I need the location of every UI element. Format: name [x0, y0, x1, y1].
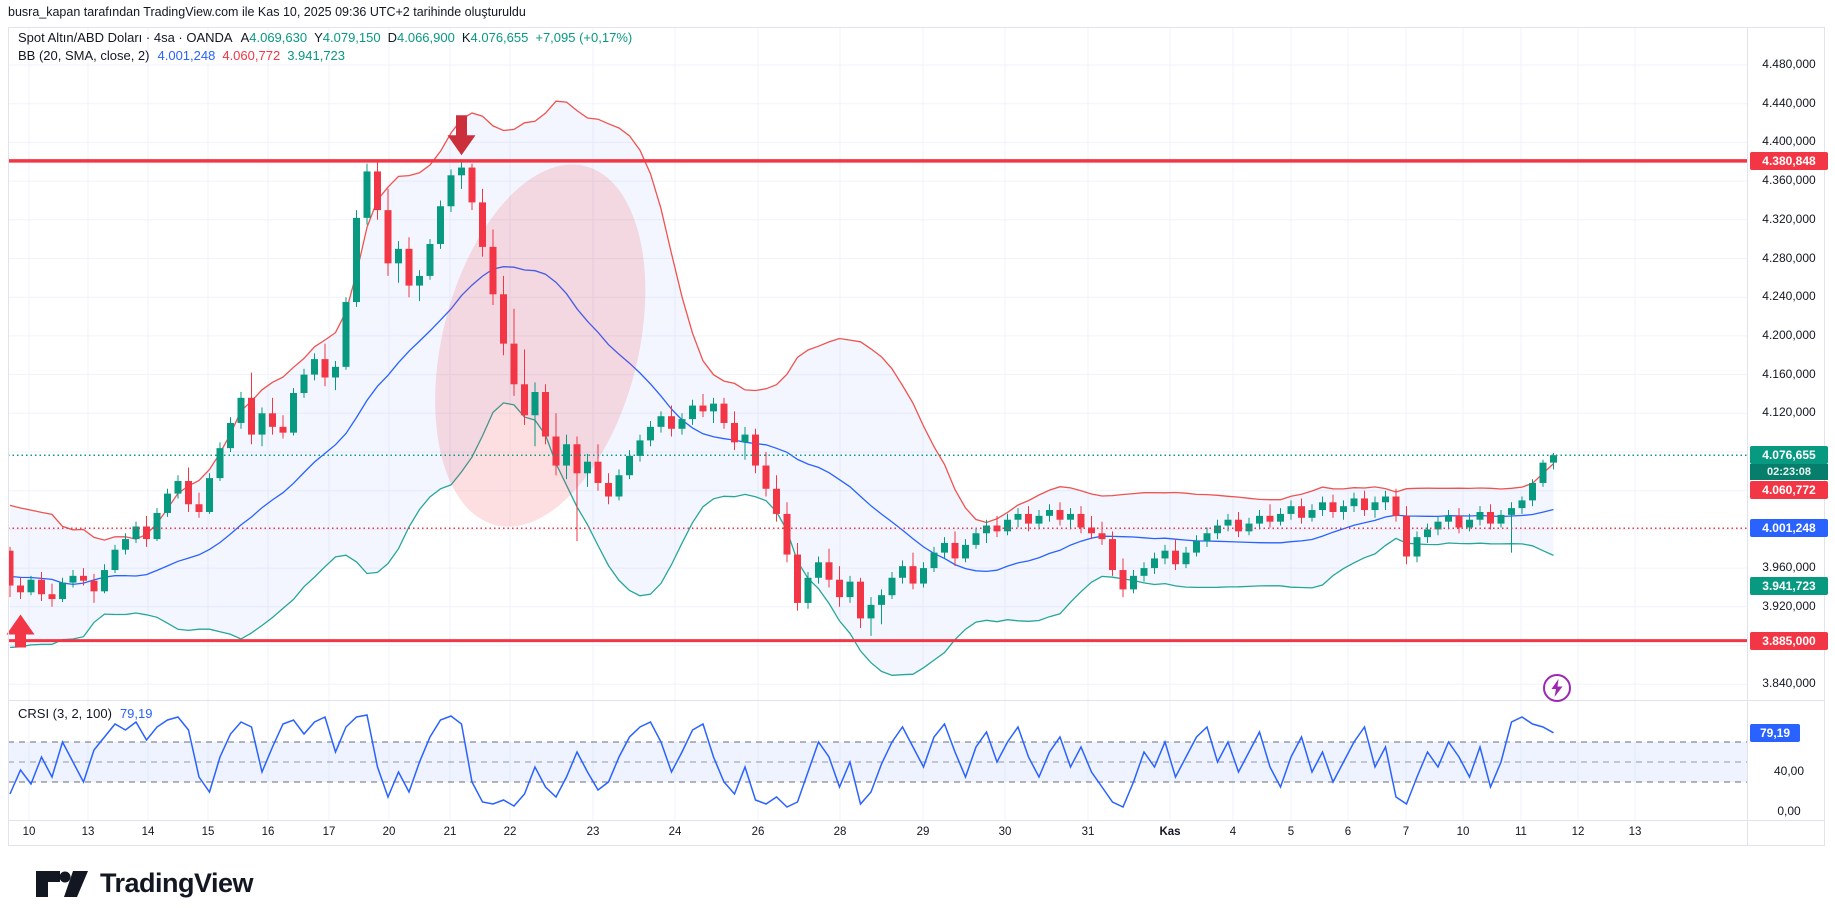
- time-axis-label: 7: [1402, 826, 1410, 838]
- highlight-ellipse: [435, 164, 646, 527]
- time-axis-label: 24: [668, 826, 682, 838]
- crsi-indicator-name: CRSI (3, 2, 100): [18, 706, 112, 721]
- price-badge: 3.941,723: [1750, 576, 1828, 595]
- time-axis-label: 11: [1515, 826, 1527, 838]
- time-axis-label: 17: [322, 826, 336, 838]
- time-axis-label: 16: [261, 826, 275, 838]
- ohlc-values: A4.069,630 Y4.079,150 D4.066,900 K4.076,655: [241, 30, 536, 45]
- ohlc-value: 4.079,150: [322, 30, 381, 45]
- price-axis-label: 3.920,000: [1762, 598, 1816, 613]
- time-axis-label: 31: [1081, 826, 1095, 838]
- time-axis-label: 30: [998, 826, 1012, 838]
- lightning-button[interactable]: [1543, 674, 1571, 702]
- time-axis-label: 20: [382, 826, 396, 838]
- ohlc-value: 4.066,900: [397, 30, 455, 45]
- symbol-title: Spot Altın/ABD Doları · 4sa · OANDA: [18, 30, 233, 45]
- time-axis-label: Kas: [1159, 826, 1181, 838]
- crsi-pane: [8, 714, 1747, 809]
- time-axis-label: 6: [1344, 826, 1352, 838]
- crsi-badge: 79,19: [1750, 723, 1800, 742]
- bar-countdown: 02:23:08: [1750, 464, 1828, 481]
- tradingview-logo-text: TradingView: [100, 868, 254, 898]
- crsi-value: 79,19: [119, 706, 153, 721]
- price-axis-label: 4.200,000: [1762, 327, 1816, 342]
- crsi-legend: CRSI (3, 2, 100) 79,19: [18, 706, 152, 721]
- bb-lower-line: [9, 402, 1554, 676]
- time-axis-label: 13: [1628, 826, 1642, 838]
- time-axis-label: 4: [1229, 826, 1237, 838]
- time-axis-border: [8, 820, 1825, 821]
- crsi-line: [9, 714, 1554, 809]
- bb-basis-value: 4.001,248: [157, 48, 216, 63]
- ohlc-letter: K: [461, 30, 471, 45]
- bb-upper-value: 4.060,772: [222, 48, 281, 63]
- time-axis-label: 26: [751, 826, 765, 838]
- price-axis-label: 4.280,000: [1762, 250, 1816, 265]
- arrow-up-marker: [6, 614, 35, 648]
- ohlc-value: 4.069,630: [249, 30, 308, 45]
- price-axis-label: 4.400,000: [1762, 134, 1816, 149]
- change-value: +7,095 (+0,17%): [535, 30, 633, 45]
- price-axis-label: 4.240,000: [1762, 289, 1816, 304]
- price-axis-label: 4.360,000: [1762, 173, 1816, 188]
- price-axis-label: 4.480,000: [1762, 57, 1816, 71]
- bb-basis-line: [9, 266, 1554, 586]
- bb-indicator-name: BB (20, SMA, close, 2): [18, 48, 150, 63]
- crsi-axis-label: 40,00: [1773, 764, 1805, 778]
- time-axis-label: 29: [916, 826, 930, 838]
- time-axis-label: 5: [1287, 826, 1295, 838]
- price-axis-label: 3.960,000: [1762, 560, 1816, 575]
- symbol-legend: Spot Altın/ABD Doları · 4sa · OANDA A4.06…: [18, 30, 632, 45]
- price-axis-label: 4.440,000: [1762, 95, 1816, 110]
- price-axis-label: 4.120,000: [1762, 405, 1816, 420]
- ohlc-letter: D: [387, 30, 397, 45]
- tradingview-logo-icon: [36, 870, 88, 897]
- time-axis-label: 23: [586, 826, 600, 838]
- time-axis-label: 10: [22, 826, 36, 838]
- time-axis-label: 21: [443, 826, 457, 838]
- price-badge: 4.076,655: [1750, 446, 1828, 465]
- bb-legend: BB (20, SMA, close, 2) 4.001,248 4.060,772…: [18, 48, 345, 63]
- price-axis-label: 3.840,000: [1762, 676, 1816, 691]
- time-axis-label: 28: [833, 826, 847, 838]
- price-axis-label: 4.320,000: [1762, 211, 1816, 226]
- bb-upper-line: [9, 100, 1554, 541]
- bb-lower-value: 3.941,723: [287, 48, 346, 63]
- attribution-text: busra_kapan tarafından TradingView.com i…: [8, 5, 526, 19]
- price-axis-border[interactable]: [1747, 27, 1748, 846]
- pane-divider[interactable]: [8, 700, 1825, 701]
- tradingview-logo[interactable]: TradingView: [34, 868, 254, 899]
- lightning-icon: [1551, 679, 1563, 697]
- candles: [8, 160, 1557, 636]
- ohlc-letter: A: [240, 30, 250, 45]
- time-axis-label: 15: [201, 826, 215, 838]
- price-badge: 4.001,248: [1750, 519, 1828, 538]
- ohlc-letter: Y: [314, 30, 323, 45]
- price-badge: 4.060,772: [1750, 481, 1828, 500]
- price-axis-label: 4.160,000: [1762, 366, 1816, 381]
- time-axis-label: 13: [81, 826, 95, 838]
- time-axis-label: 22: [503, 826, 517, 838]
- price-badge: 4.380,848: [1750, 151, 1828, 170]
- main-pane: [8, 100, 1557, 676]
- price-badge: 3.885,000: [1750, 631, 1828, 650]
- ohlc-value: 4.076,655: [470, 30, 529, 45]
- arrow-down-marker: [447, 115, 476, 156]
- time-axis-label: 10: [1456, 826, 1470, 838]
- time-axis-label: 12: [1571, 826, 1585, 838]
- crsi-axis-label: 0,00: [1777, 804, 1801, 818]
- time-axis-label: 14: [141, 826, 155, 838]
